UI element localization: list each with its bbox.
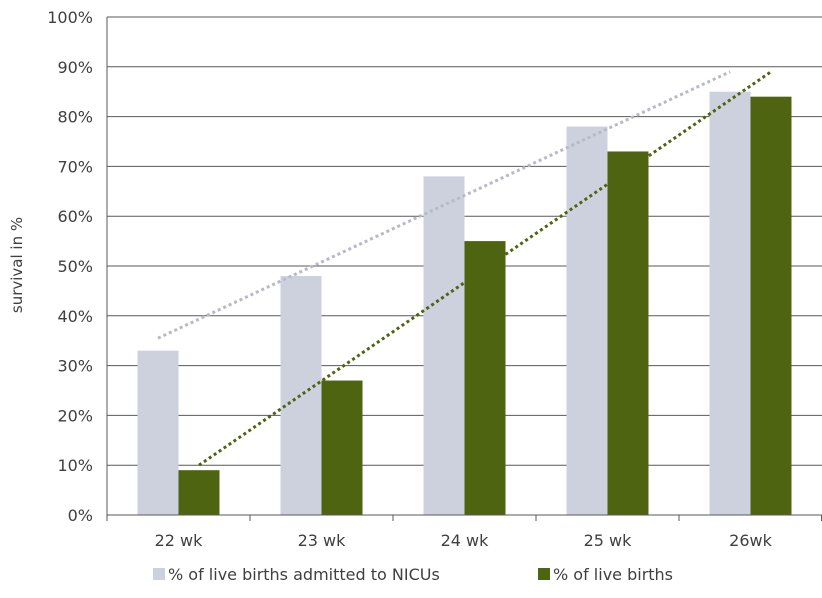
y-tick-label: 90% — [57, 58, 93, 77]
y-tick-label: 0% — [68, 506, 93, 525]
bar-nicu — [280, 275, 322, 515]
bar-live-births — [178, 470, 220, 515]
y-axis-title: survival in % — [8, 217, 26, 313]
legend-swatch — [153, 568, 165, 580]
bar-nicu — [137, 350, 179, 515]
bar-live-births — [750, 96, 792, 516]
trendline-live-births — [198, 70, 772, 467]
bar-live-births — [607, 151, 649, 515]
y-tick-label: 50% — [57, 257, 93, 276]
x-tick-label: 22 wk — [155, 531, 204, 550]
legend-label: % of live births admitted to NICUs — [168, 565, 440, 584]
y-tick-label: 30% — [57, 357, 93, 376]
y-tick-label: 70% — [57, 157, 93, 176]
bar-nicu — [709, 91, 751, 515]
y-tick-label: 100% — [47, 8, 93, 27]
axes: 0% 10% 20% 30% 40% 50% 60% 70% 80% 90% 100% 22 wk 23… — [47, 8, 822, 550]
bar-live-births — [464, 241, 506, 515]
legend-swatch — [538, 568, 550, 580]
legend-label: % of live births — [553, 565, 673, 584]
y-tick-label: 20% — [57, 406, 93, 425]
y-tick-label: 10% — [57, 456, 93, 475]
bars — [137, 91, 792, 516]
y-tick-label: 80% — [57, 108, 93, 127]
bar-nicu — [423, 176, 465, 516]
trendlines — [157, 70, 772, 467]
x-tick-label: 25 wk — [584, 531, 633, 550]
legend: % of live births admitted to NICUs % of l… — [153, 565, 673, 584]
y-tick-label: 40% — [57, 307, 93, 326]
x-tick-label: 23 wk — [298, 531, 347, 550]
x-tick-label: 24 wk — [441, 531, 490, 550]
bar-nicu — [566, 126, 608, 515]
x-tick-label: 26wk — [729, 531, 772, 550]
bar-live-births — [321, 380, 363, 515]
y-tick-label: 60% — [57, 207, 93, 226]
